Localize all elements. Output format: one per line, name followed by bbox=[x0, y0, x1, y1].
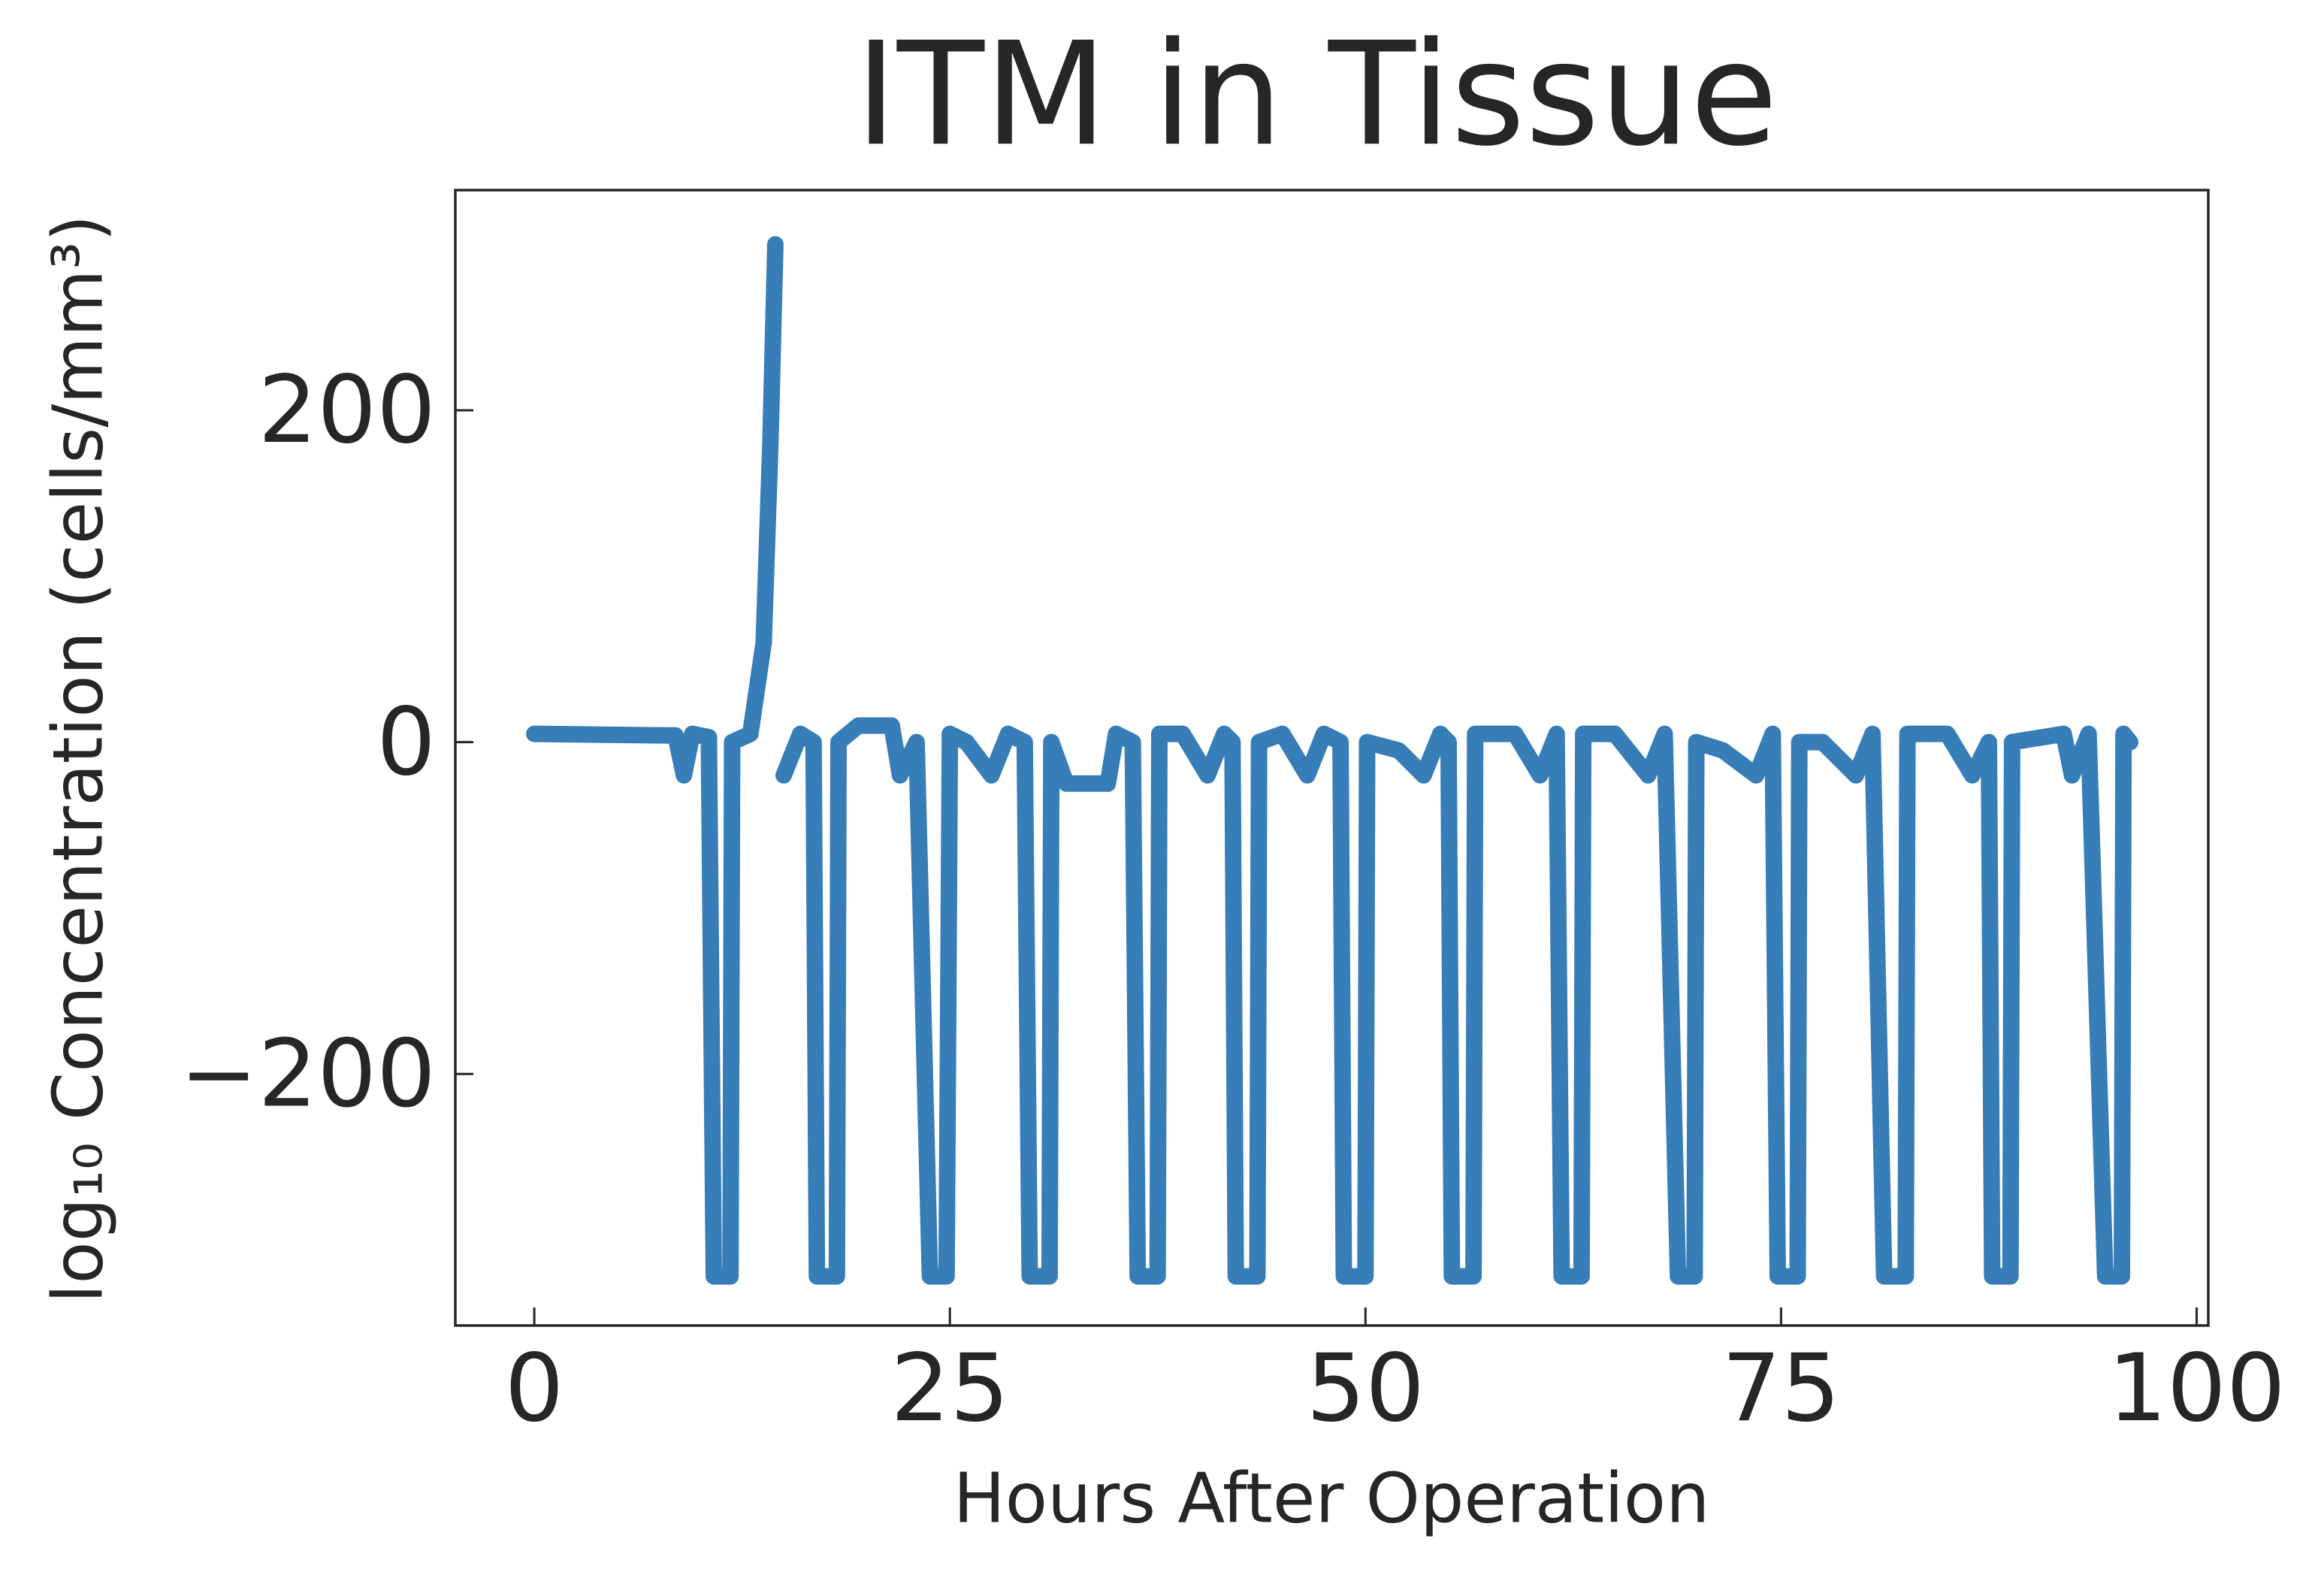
data-line bbox=[526, 236, 2138, 1285]
x-tick-label: 75 bbox=[1722, 1335, 1841, 1443]
y-tick-label: −200 bbox=[180, 1020, 436, 1128]
x-tick-label: 0 bbox=[505, 1335, 564, 1443]
x-axis-label: Hours After Operation bbox=[953, 1458, 1710, 1538]
x-tick-label: 25 bbox=[890, 1335, 1009, 1443]
y-tick-label: 200 bbox=[258, 356, 436, 464]
x-tick-label: 100 bbox=[2108, 1335, 2286, 1443]
chart-title: ITM in Tissue bbox=[855, 11, 1778, 177]
y-axis-label: log₁₀ Concentration (cells/mm³) bbox=[38, 215, 118, 1303]
plot-frame bbox=[454, 189, 2210, 1327]
y-tick-label: 0 bbox=[376, 688, 436, 797]
x-tick-label: 50 bbox=[1306, 1335, 1425, 1443]
